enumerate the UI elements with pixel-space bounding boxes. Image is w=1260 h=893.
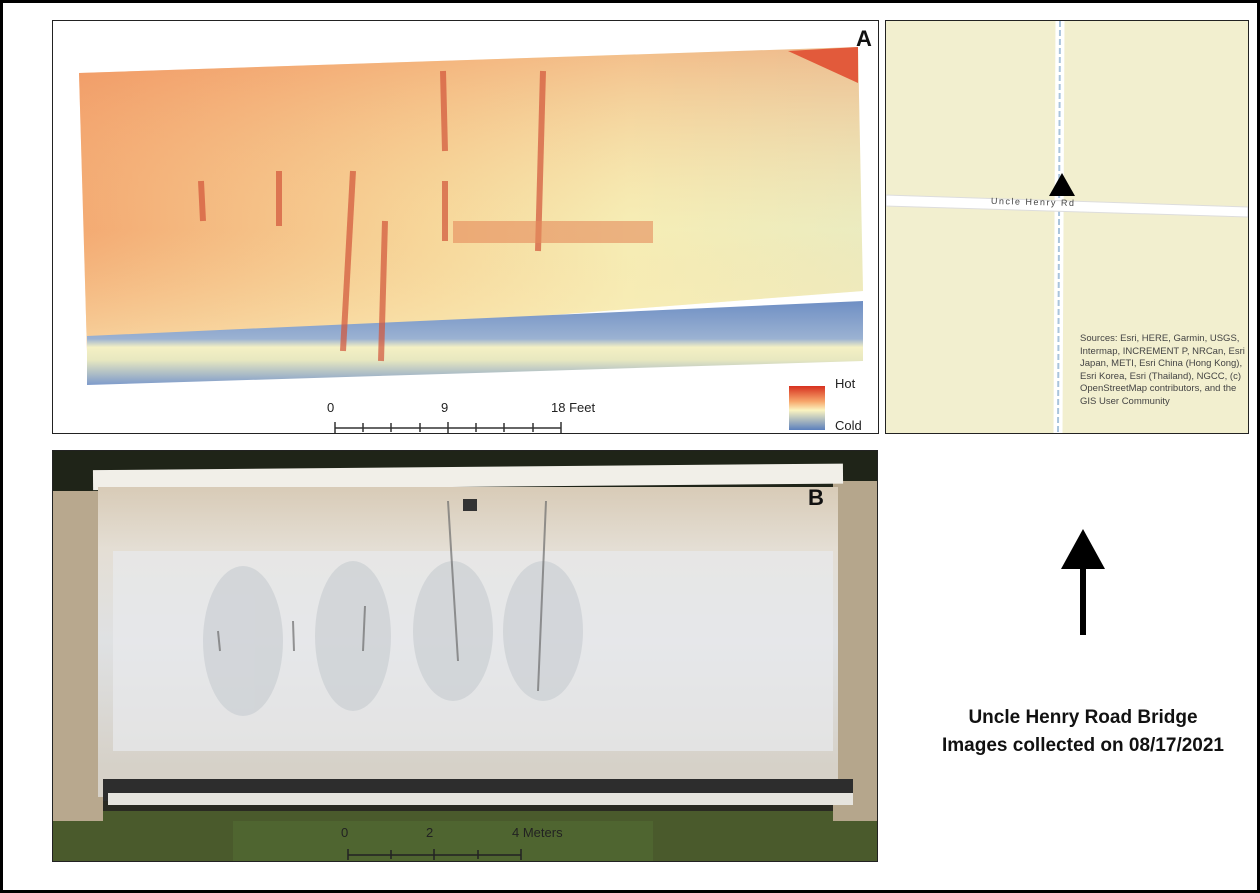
caption-date: Images collected on 08/17/2021 xyxy=(883,735,1260,757)
panel-label: A xyxy=(856,26,872,52)
legend-ramp xyxy=(789,386,825,430)
legend-low: Cold xyxy=(835,418,862,433)
north-arrow xyxy=(1053,525,1113,640)
scale-label: 0 xyxy=(341,825,348,840)
scale-label: 4 Meters xyxy=(512,825,563,840)
scale-label: 9 xyxy=(441,400,448,415)
thermal-panel xyxy=(52,20,879,434)
figure: A Hot Cold 0 9 18 Feet Uncle Henry Rd So… xyxy=(0,0,1260,893)
scale-label: 0 xyxy=(327,400,334,415)
caption-title: Uncle Henry Road Bridge xyxy=(883,707,1260,729)
location-marker xyxy=(1049,173,1075,196)
photo-panel xyxy=(52,450,878,862)
scale-label: 18 Feet xyxy=(551,400,595,415)
scale-label: 2 xyxy=(426,825,433,840)
hot-patch xyxy=(453,221,653,243)
legend-high: Hot xyxy=(835,376,855,391)
map-sources: Sources: Esri, HERE, Garmin, USGS, Inter… xyxy=(1080,333,1245,409)
thermal-shade xyxy=(79,47,863,351)
thermal-image xyxy=(53,21,878,433)
photo-image xyxy=(53,451,877,861)
panel-label: B xyxy=(808,485,824,511)
scale-bar-a xyxy=(335,422,561,433)
